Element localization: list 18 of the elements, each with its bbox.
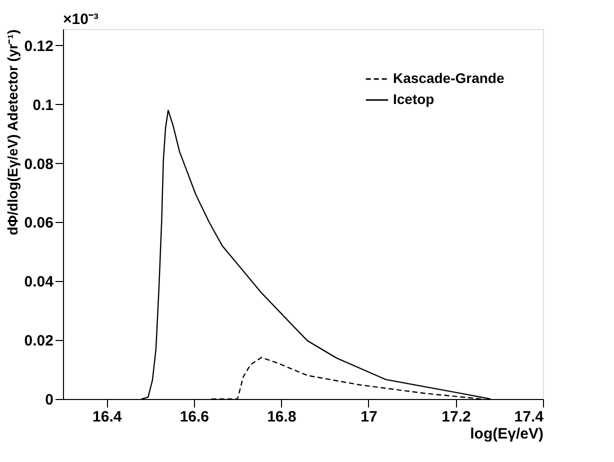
y-tick-label: 0.02 xyxy=(24,332,54,350)
y-tick-label: 0.06 xyxy=(24,214,54,232)
x-tick-label: 16.8 xyxy=(267,408,296,426)
x-tick-label: 17.4 xyxy=(514,408,544,426)
x-tick-label: 16.4 xyxy=(92,408,122,426)
y-axis-title: dΦ/dlog(Eγ/eV) Adetector (yr⁻¹) xyxy=(4,30,20,236)
y-tick-label: 0.12 xyxy=(24,38,54,55)
y-tick-label: 0.04 xyxy=(24,274,54,291)
y-tick-label: 0 xyxy=(45,392,54,408)
y-tick-label: 0.08 xyxy=(24,156,54,173)
text: ×10⁻³ xyxy=(63,11,98,28)
x-tick-label: 17 xyxy=(360,408,378,426)
legend-label: Icetop xyxy=(393,91,434,107)
legend-label: Kascade-Grande xyxy=(393,70,504,86)
x-axis-title: log(Eγ/eV) xyxy=(470,426,544,442)
x-tick-label: 17.2 xyxy=(442,408,471,426)
y-tick-label: 0.1 xyxy=(32,96,54,114)
x-tick-label: 16.6 xyxy=(180,408,210,426)
